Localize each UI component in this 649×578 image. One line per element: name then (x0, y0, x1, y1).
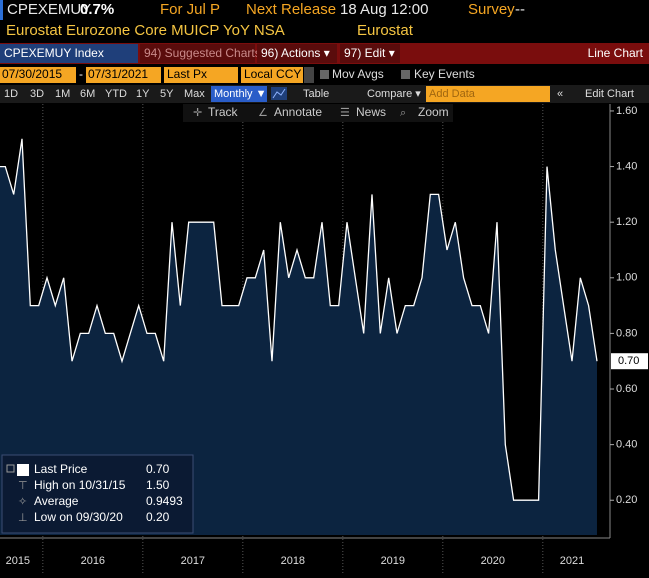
line (0, 138, 598, 501)
tool-icon[interactable]: ✛ (193, 107, 202, 119)
period-button[interactable]: 5Y (160, 88, 174, 100)
legend-value: 0.70 (146, 462, 170, 476)
y-tick-label: 0.20 (616, 494, 637, 506)
legend-name: Average (34, 494, 79, 508)
period-button[interactable]: 6M (80, 88, 95, 100)
legend-value: 0.9493 (146, 494, 183, 508)
next-release-label: Next Release (246, 1, 336, 18)
end-date[interactable]: 07/31/2021 (88, 67, 148, 81)
ticker: CPEXEMUY (7, 1, 91, 18)
currency-dropdown[interactable] (304, 67, 314, 83)
area (0, 138, 597, 535)
collapse-icon[interactable]: « (557, 88, 563, 100)
add-data-box[interactable] (426, 86, 550, 102)
last-value: 0.7% (80, 1, 114, 18)
edit-button[interactable] (340, 44, 400, 63)
key-events-check[interactable] (401, 70, 410, 79)
legend-name: Last Price (34, 462, 88, 476)
table[interactable]: Table (303, 88, 329, 100)
last-value-label: 0.70 (618, 355, 639, 367)
currency[interactable]: Local CCY (244, 67, 301, 81)
suggested-button[interactable] (140, 44, 255, 63)
frequency[interactable]: Monthly ▼ (214, 88, 266, 100)
suggested[interactable]: 94) Suggested Charts (144, 46, 261, 60)
description: Eurostat Eurozone Core MUICP YoY NSA (6, 22, 285, 39)
period-button[interactable]: 1Y (136, 88, 150, 100)
security[interactable]: CPEXEMUY Index (4, 46, 104, 60)
edit-chart[interactable]: Edit Chart (585, 88, 634, 100)
field-box[interactable] (164, 67, 238, 83)
start-date[interactable]: 07/30/2015 (2, 67, 62, 81)
period-button[interactable]: 1M (55, 88, 70, 100)
x-tick-label: 2016 (81, 555, 105, 567)
x-tick-label: 2021 (560, 555, 584, 567)
currency-box[interactable] (241, 67, 303, 83)
mov-avgs[interactable]: Mov Avgs (332, 67, 384, 81)
chart-type: Line Chart (588, 46, 644, 60)
y-tick-label: 1.60 (616, 105, 637, 117)
period-button[interactable]: 1D (4, 88, 18, 100)
survey-label: Survey (468, 1, 515, 18)
security-box[interactable] (0, 44, 138, 63)
period: For Jul P (160, 1, 220, 18)
tool-button[interactable]: Track (208, 105, 239, 119)
x-tick-label: 2019 (381, 555, 405, 567)
period-button[interactable]: YTD (105, 88, 127, 100)
start-date-box[interactable] (0, 67, 76, 83)
legend-name: Low on 09/30/20 (34, 510, 123, 524)
legend-value: 1.50 (146, 478, 170, 492)
survey: -- (515, 1, 525, 18)
legend-close (6, 464, 15, 473)
y-tick-label: 0.40 (616, 439, 637, 451)
period-button[interactable]: 3D (30, 88, 44, 100)
legend-icon: ⊤ (18, 480, 28, 492)
tools-bar (183, 104, 453, 122)
x-tick-label: 2020 (481, 555, 505, 567)
y-tick-label: 0.60 (616, 383, 637, 395)
tool-icon[interactable]: ∠ (258, 107, 268, 119)
x-tick-label: 2015 (6, 555, 30, 567)
legend-box (1, 454, 194, 534)
y-tick-label: 1.20 (616, 216, 637, 228)
mov-avgs-check[interactable] (320, 70, 329, 79)
tool-button[interactable]: News (356, 105, 386, 119)
legend-icon: ⊥ (18, 512, 28, 524)
actions-button[interactable] (257, 44, 337, 63)
compare[interactable]: Compare ▾ (367, 88, 421, 100)
y-tick-label: 1.40 (616, 160, 637, 172)
x-tick-label: 2018 (281, 555, 305, 567)
tool-button[interactable]: Annotate (274, 105, 322, 119)
legend-name: High on 10/31/15 (34, 478, 126, 492)
end-date-box[interactable] (86, 67, 161, 83)
line-icon-glyph (272, 88, 286, 99)
legend-value: 0.20 (146, 510, 170, 524)
tool-button[interactable]: Zoom (418, 105, 449, 119)
key-events[interactable]: Key Events (414, 67, 475, 81)
field[interactable]: Last Px (167, 67, 207, 81)
legend-icon: ✧ (18, 496, 27, 508)
tool-icon[interactable]: ☰ (340, 107, 350, 119)
y-tick-label: 0.80 (616, 327, 637, 339)
period-button[interactable]: Max (184, 88, 205, 100)
next-release: 18 Aug 12:00 (340, 1, 428, 18)
add-data[interactable]: Add Data (429, 88, 476, 100)
tool-icon[interactable]: ⌕ (400, 107, 406, 119)
y-tick-label: 1.00 (616, 272, 637, 284)
actions[interactable]: 96) Actions ▾ (261, 46, 330, 60)
date-sep: - (79, 67, 83, 81)
frequency-box[interactable] (211, 86, 267, 102)
legend-swatch (17, 464, 29, 476)
last-value-box (611, 353, 648, 370)
x-tick-label: 2017 (181, 555, 205, 567)
edit[interactable]: 97) Edit ▾ (344, 46, 395, 60)
header-accent (0, 0, 3, 20)
source: Eurostat (357, 22, 414, 39)
